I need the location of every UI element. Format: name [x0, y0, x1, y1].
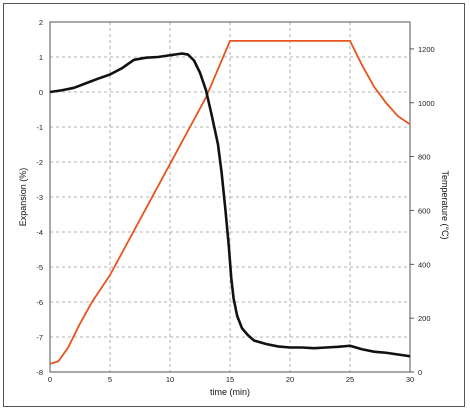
- y-right-tick-label: 1000: [418, 99, 435, 108]
- y-left-tick-label: 1: [39, 53, 43, 62]
- x-tick-label: 15: [226, 375, 234, 384]
- y-left-tick-label: -3: [36, 193, 43, 202]
- x-tick-label: 20: [286, 375, 294, 384]
- y-left-tick-label: -7: [36, 333, 43, 342]
- x-tick-label: 10: [166, 375, 174, 384]
- grid: [50, 22, 410, 372]
- y-left-tick-label: -2: [36, 158, 43, 167]
- ticks: 0 5 10 15 20 25 30-8-7-6-5-4-3-2-1012020040060…: [36, 18, 434, 384]
- y-left-tick-label: 0: [39, 88, 43, 97]
- y-right-tick-label: 0: [418, 368, 422, 377]
- y-left-tick-label: -8: [36, 368, 43, 377]
- x-tick-label: 0: [48, 375, 52, 384]
- y-left-tick-label: 2: [39, 18, 43, 27]
- y-right-tick-label: 200: [418, 314, 431, 323]
- x-tick-label: 5: [108, 375, 112, 384]
- y-left-tick-label: -5: [36, 263, 43, 272]
- y-left-tick-label: -4: [36, 228, 43, 237]
- expansion-series-line: [49, 52, 411, 358]
- y-right-tick-label: 400: [418, 260, 431, 269]
- x-tick-label: 30: [406, 375, 414, 384]
- y-right-tick-label: 800: [418, 153, 431, 162]
- x-axis-label: time (min): [210, 387, 250, 397]
- x-tick-label: 25: [346, 375, 354, 384]
- y-left-tick-label: -1: [36, 123, 43, 132]
- chart-frame: [3, 3, 465, 407]
- y-axis-right-label: Temperature (°C): [440, 170, 450, 239]
- temperature-series-line: [49, 39, 411, 365]
- y-axis-left-label: Expansion (%): [18, 168, 28, 227]
- y-right-tick-label: 1200: [418, 45, 435, 54]
- y-right-tick-label: 600: [418, 206, 431, 215]
- plot-area: [49, 21, 411, 373]
- y-left-tick-label: -6: [36, 298, 43, 307]
